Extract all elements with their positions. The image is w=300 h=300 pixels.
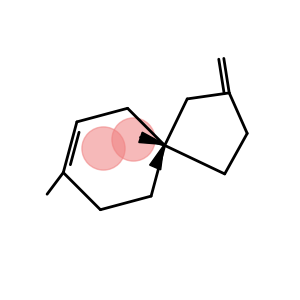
Polygon shape	[139, 132, 165, 145]
Circle shape	[112, 118, 155, 161]
Polygon shape	[150, 145, 164, 170]
Circle shape	[82, 127, 125, 170]
